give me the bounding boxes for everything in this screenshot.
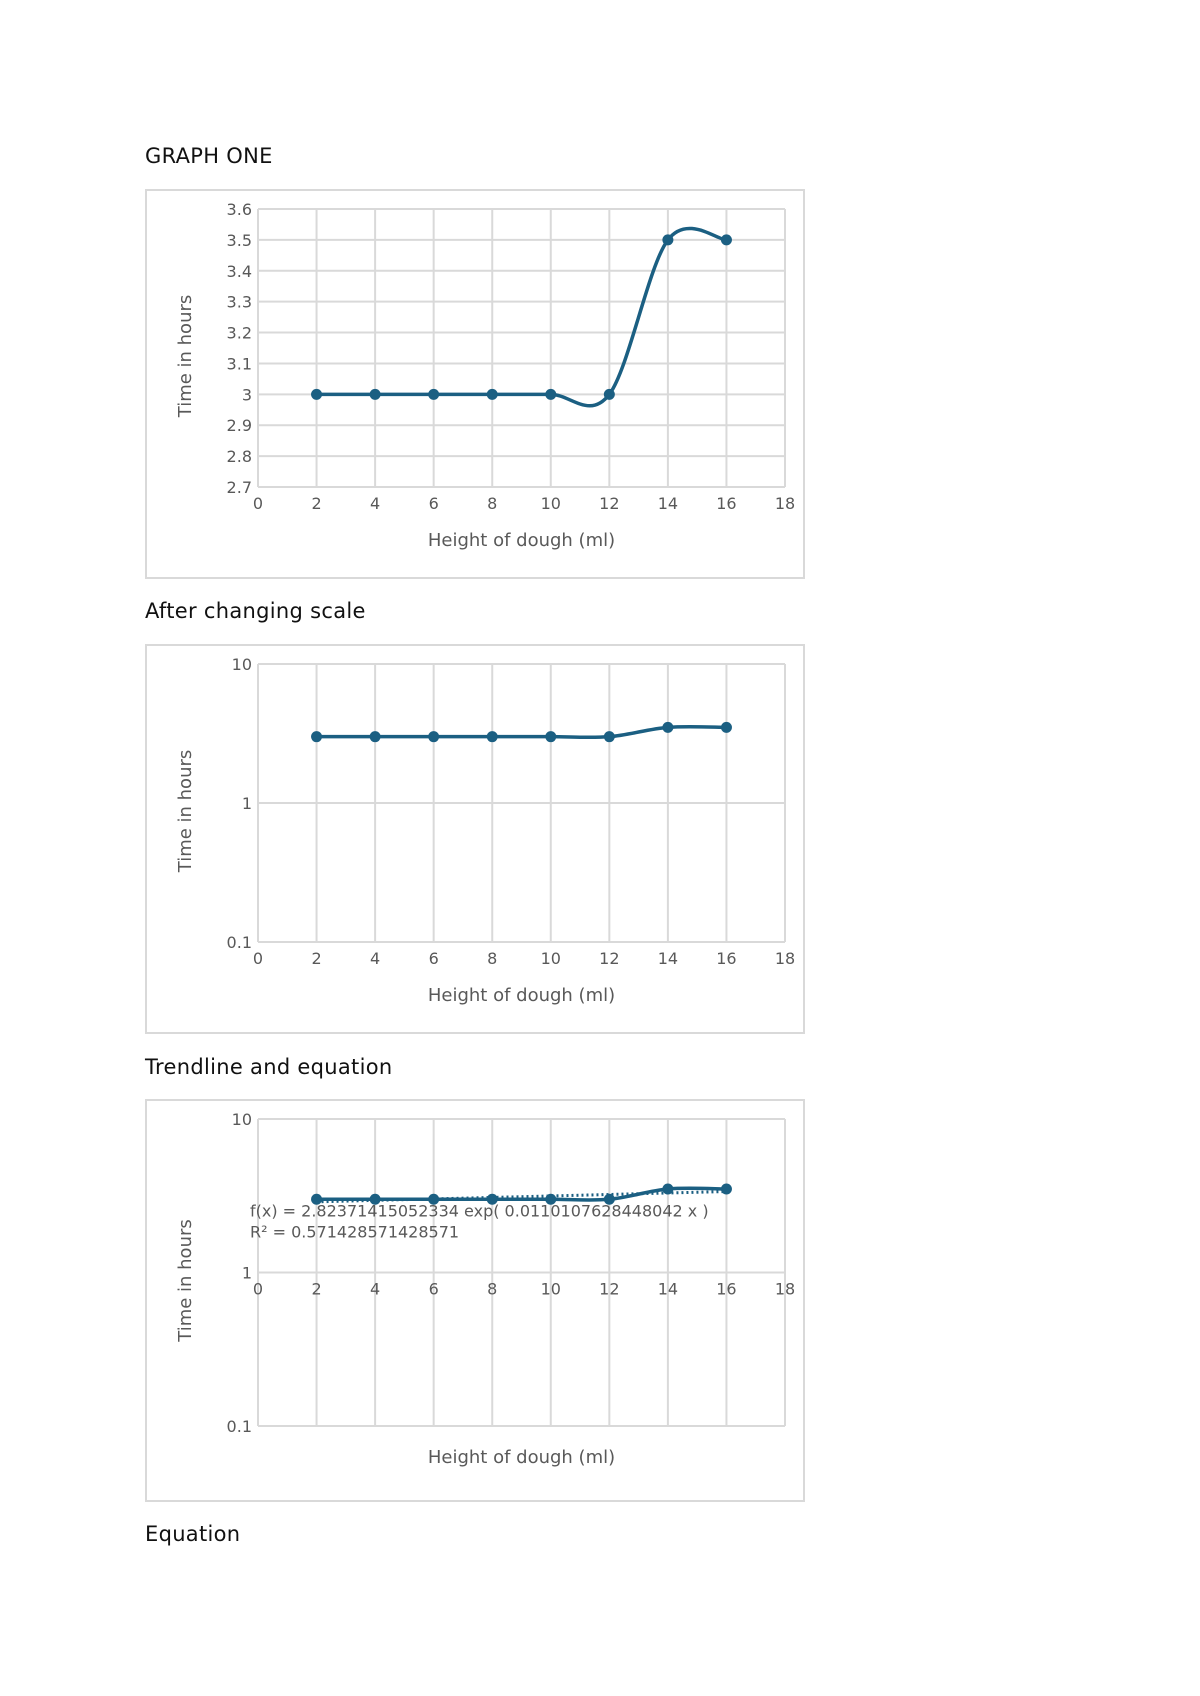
- data-point: [311, 1193, 323, 1205]
- x-tick-label: 10: [541, 1280, 561, 1299]
- y-tick-label: 3.1: [227, 354, 252, 373]
- x-tick-label: 10: [541, 494, 561, 513]
- data-point: [486, 731, 498, 743]
- data-point: [545, 731, 557, 743]
- x-tick-label: 6: [429, 1280, 439, 1299]
- y-tick-label: 3: [242, 385, 252, 404]
- x-tick-label: 12: [599, 1280, 619, 1299]
- x-tick-label: 16: [716, 494, 736, 513]
- x-tick-label: 18: [775, 494, 795, 513]
- data-point: [311, 388, 323, 400]
- x-tick-label: 16: [716, 1280, 736, 1299]
- data-point: [428, 388, 440, 400]
- data-point: [545, 1193, 557, 1205]
- y-axis-title: Time in hours: [175, 1219, 196, 1343]
- x-tick-label: 2: [311, 494, 321, 513]
- data-point: [720, 721, 732, 733]
- trendline-equation: f(x) = 2.82371415052334 exp( 0.011010762…: [250, 1201, 709, 1220]
- x-tick-label: 0: [253, 949, 263, 968]
- chart-3-svg: 0.1 1 10 0 2 4 6 8 10 12 14 16 18 Height of dough (ml…: [175, 1110, 795, 1468]
- x-tick-label: 8: [487, 949, 497, 968]
- data-point: [603, 1193, 615, 1205]
- data-point: [369, 731, 381, 743]
- data-point: [545, 388, 557, 400]
- y-axis-title: Time in hours: [175, 295, 196, 419]
- x-tick-label: 12: [599, 949, 619, 968]
- heading-equation: Equation: [145, 1522, 241, 1546]
- chart-panel-1: 2.7 2.8 2.9 3 3.1 3.2 3.3 3.4 3.5 3.6 0 2 4 6 8 10 12 14 1…: [145, 189, 805, 579]
- chart-1-svg: 2.7 2.8 2.9 3 3.1 3.2 3.3 3.4 3.5 3.6 0 2 4 6 8 10 12 14 1…: [175, 200, 795, 551]
- y-tick-label: 3.3: [227, 293, 252, 312]
- y-tick-label: 0.1: [227, 933, 252, 952]
- x-tick-label: 6: [429, 949, 439, 968]
- y-tick-label: 2.7: [227, 478, 252, 497]
- x-tick-label: 4: [370, 1280, 380, 1299]
- x-tick-label: 8: [487, 1280, 497, 1299]
- data-point: [486, 388, 498, 400]
- data-point: [369, 388, 381, 400]
- y-tick-label: 3.2: [227, 324, 252, 343]
- heading-graph-one: GRAPH ONE: [145, 144, 273, 168]
- data-point: [603, 388, 615, 400]
- x-tick-label: 16: [716, 949, 736, 968]
- x-tick-label: 14: [658, 1280, 678, 1299]
- data-point: [603, 731, 615, 743]
- y-tick-label: 2.9: [227, 416, 252, 435]
- x-tick-label: 6: [429, 494, 439, 513]
- x-axis-title: Height of dough (ml): [428, 985, 615, 1006]
- x-tick-label: 14: [658, 494, 678, 513]
- y-tick-label: 2.8: [227, 447, 252, 466]
- x-tick-label: 4: [370, 494, 380, 513]
- heading-after-scale: After changing scale: [145, 599, 366, 623]
- data-point: [720, 1183, 732, 1195]
- x-tick-label: 2: [311, 1280, 321, 1299]
- x-tick-label: 10: [541, 949, 561, 968]
- y-tick-label: 1: [242, 1264, 252, 1283]
- y-tick-label: 1: [242, 794, 252, 813]
- x-tick-label: 18: [775, 1280, 795, 1299]
- data-point: [662, 1183, 674, 1195]
- x-tick-label: 0: [253, 494, 263, 513]
- x-tick-label: 14: [658, 949, 678, 968]
- data-point: [720, 234, 732, 246]
- y-axis-title: Time in hours: [175, 750, 196, 874]
- data-point: [369, 1193, 381, 1205]
- data-point: [428, 731, 440, 743]
- series-line: [316, 226, 727, 408]
- data-point: [428, 1193, 440, 1205]
- heading-trendline: Trendline and equation: [145, 1055, 393, 1079]
- y-tick-label: 10: [232, 655, 252, 674]
- y-tick-label: 3.4: [227, 262, 252, 281]
- x-tick-label: 2: [311, 949, 321, 968]
- y-tick-label: 3.6: [227, 200, 252, 219]
- x-tick-label: 18: [775, 949, 795, 968]
- chart-2-svg: 0.1 1 10 0 2 4 6 8 10 12 14 16 18 Height of dough (ml…: [175, 655, 795, 1006]
- y-tick-label: 3.5: [227, 231, 252, 250]
- data-point: [311, 731, 323, 743]
- y-tick-label: 0.1: [227, 1417, 252, 1436]
- x-tick-label: 8: [487, 494, 497, 513]
- trendline: [316, 1190, 727, 1204]
- y-tick-label: 10: [232, 1110, 252, 1129]
- x-axis-title: Height of dough (ml): [428, 1447, 615, 1468]
- data-point: [662, 234, 674, 246]
- data-point: [662, 721, 674, 733]
- x-axis-title: Height of dough (ml): [428, 530, 615, 551]
- trendline-r-squared: R² = 0.571428571428571: [250, 1222, 459, 1241]
- x-tick-label: 12: [599, 494, 619, 513]
- x-tick-label: 4: [370, 949, 380, 968]
- chart-panel-3: 0.1 1 10 0 2 4 6 8 10 12 14 16 18 Height of dough (ml…: [145, 1099, 805, 1502]
- chart-panel-2: 0.1 1 10 0 2 4 6 8 10 12 14 16 18 Height of dough (ml…: [145, 644, 805, 1034]
- x-tick-label: 0: [253, 1280, 263, 1299]
- data-point: [486, 1193, 498, 1205]
